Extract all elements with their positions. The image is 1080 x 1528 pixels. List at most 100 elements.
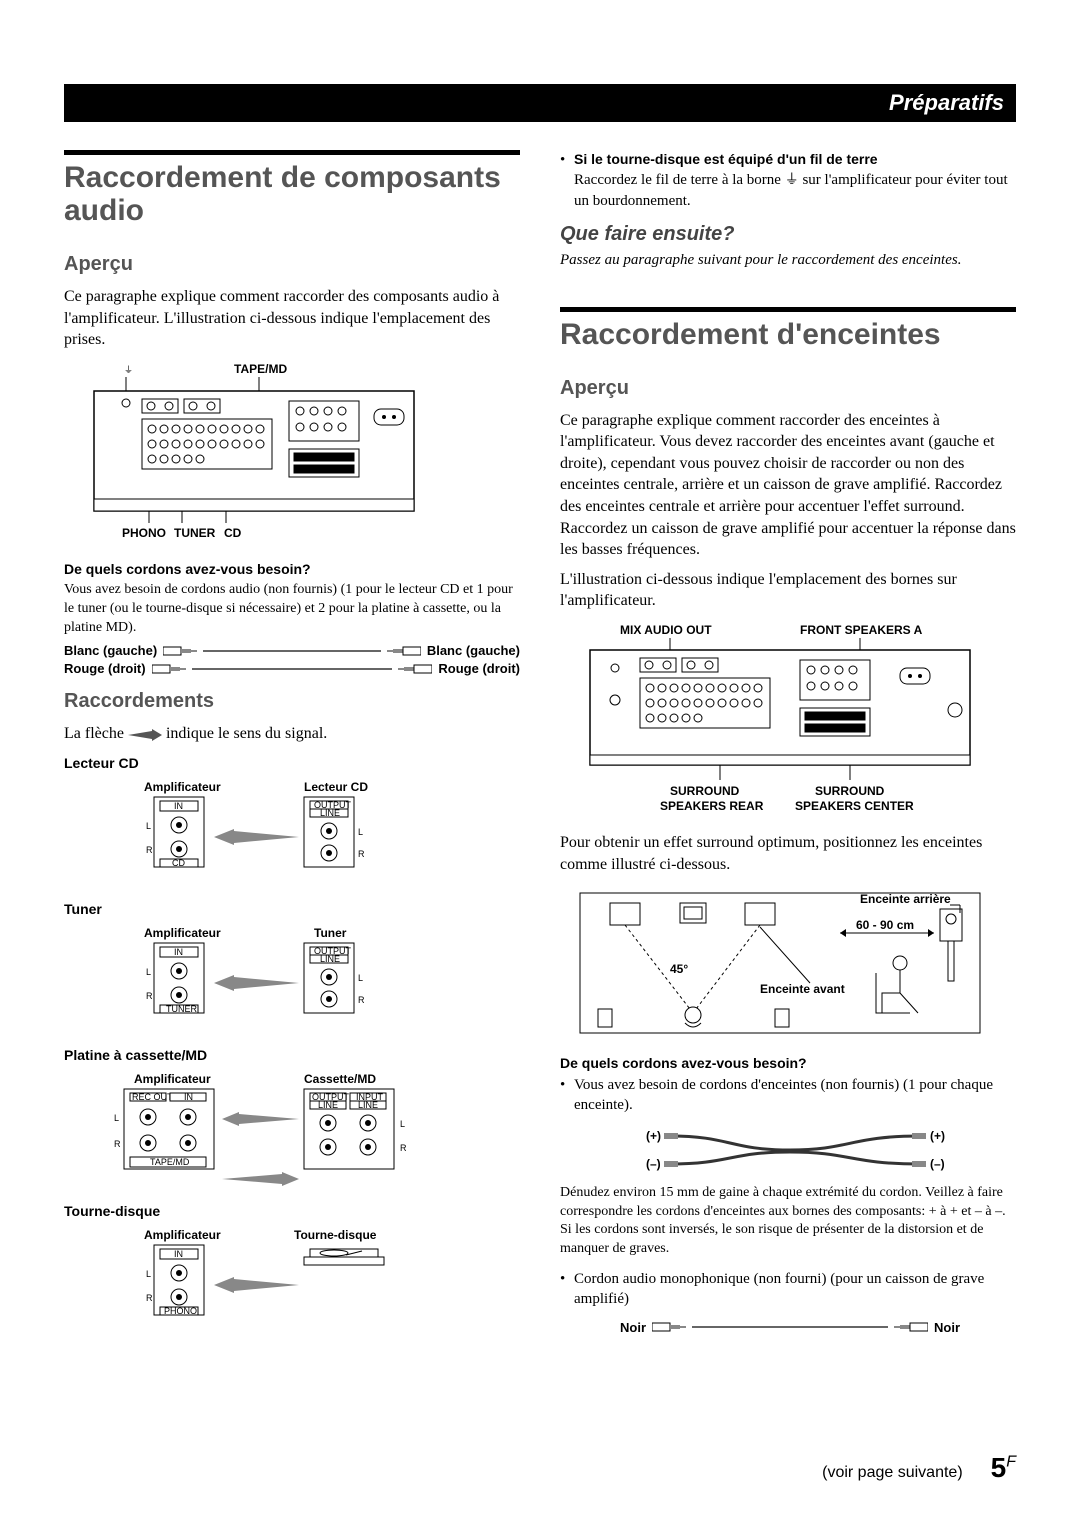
- mono-cable-bullet: Cordon audio monophonique (non fourni) (…: [560, 1269, 1016, 1310]
- svg-text:LINE: LINE: [358, 1100, 378, 1110]
- rca-plug-icon: [652, 1320, 686, 1334]
- svg-text:SPEAKERS CENTER: SPEAKERS CENTER: [795, 799, 914, 813]
- label-phono: PHONO: [122, 526, 166, 540]
- tuner-heading: Tuner: [64, 901, 520, 917]
- sp-cords-heading: De quels cordons avez-vous besoin?: [560, 1055, 1016, 1071]
- cable-white-left: Blanc (gauche): [64, 643, 157, 658]
- cable-white-right: Blanc (gauche): [427, 643, 520, 658]
- placement-text: Pour obtenir un effet surround optimum, …: [560, 832, 1016, 875]
- rca-plug-icon: [894, 1320, 928, 1334]
- svg-text:R: R: [114, 1139, 121, 1149]
- svg-text:R: R: [146, 1293, 153, 1303]
- svg-text:SURROUND: SURROUND: [815, 784, 885, 798]
- svg-text:LINE: LINE: [318, 1100, 338, 1110]
- section-header-text: Préparatifs: [889, 90, 1004, 116]
- cd-connection-diagram: Amplificateur Lecteur CD IN L R CD OUTPU…: [114, 779, 414, 889]
- svg-text:MIX AUDIO OUT: MIX AUDIO OUT: [620, 623, 712, 637]
- next-heading: Que faire ensuite?: [560, 223, 1016, 246]
- page-footer: (voir page suivante) 5F: [822, 1452, 1016, 1484]
- cd-heading: Lecteur CD: [64, 755, 520, 771]
- svg-text:L: L: [358, 827, 363, 837]
- continue-text: (voir page suivante): [822, 1464, 963, 1482]
- svg-text:Lecteur CD: Lecteur CD: [304, 780, 368, 794]
- section-header: Préparatifs: [64, 84, 1016, 122]
- svg-text:45°: 45°: [670, 962, 688, 976]
- svg-text:L: L: [146, 821, 151, 831]
- speaker-placement-diagram: Enceinte arrière 45° Enceinte avant: [560, 883, 1000, 1043]
- left-title: Raccordement de composants audio: [64, 161, 520, 227]
- svg-text:Amplificateur: Amplificateur: [144, 926, 221, 940]
- svg-text:IN: IN: [184, 1092, 193, 1102]
- connections-heading: Raccordements: [64, 690, 520, 713]
- stereo-cable-diagram: Blanc (gauche) Blanc (gauche) Rouge (dro…: [64, 643, 520, 676]
- svg-text:L: L: [358, 973, 363, 983]
- svg-text:CD: CD: [172, 858, 185, 868]
- speakers-title: Raccordement d'enceintes: [560, 318, 1016, 351]
- svg-text:Amplificateur: Amplificateur: [134, 1072, 211, 1086]
- svg-text:⏚: ⏚: [124, 365, 133, 375]
- next-text: Passez au paragraphe suivant pour le rac…: [560, 250, 1016, 270]
- rca-plug-icon: [163, 644, 197, 658]
- svg-text:(+): (+): [930, 1129, 945, 1143]
- mono-black-right: Noir: [934, 1320, 960, 1335]
- svg-text:(–): (–): [646, 1157, 661, 1171]
- ground-icon: ⏚: [785, 173, 799, 188]
- svg-text:L: L: [400, 1119, 405, 1129]
- ground-bullet: Si le tourne-disque est équipé d'un fil …: [560, 150, 1016, 211]
- svg-text:SURROUND: SURROUND: [670, 784, 740, 798]
- svg-text:60 - 90 cm: 60 - 90 cm: [856, 918, 914, 932]
- tuner-connection-diagram: Amplificateur Tuner IN L R TUNER OUTPUT …: [114, 925, 414, 1035]
- svg-text:L: L: [146, 967, 151, 977]
- cable-red-left: Rouge (droit): [64, 661, 146, 676]
- svg-text:IN: IN: [174, 1249, 183, 1259]
- label-cd: CD: [224, 526, 242, 540]
- amp-rear-diagram: ⏚ TAPE/MD: [64, 359, 444, 549]
- svg-text:LINE: LINE: [320, 954, 340, 964]
- svg-text:(–): (–): [930, 1157, 945, 1171]
- overview-heading: Aperçu: [64, 253, 520, 276]
- svg-text:PHONO: PHONO: [164, 1306, 197, 1316]
- svg-text:IN: IN: [174, 801, 183, 811]
- svg-text:REC OUT: REC OUT: [132, 1092, 173, 1102]
- svg-text:(+): (+): [646, 1129, 661, 1143]
- svg-text:Tuner: Tuner: [314, 926, 347, 940]
- label-tape: TAPE/MD: [234, 362, 287, 376]
- svg-text:Enceinte avant: Enceinte avant: [760, 982, 845, 996]
- svg-text:TUNER: TUNER: [166, 1004, 197, 1014]
- label-tuner: TUNER: [174, 526, 216, 540]
- turntable-connection-diagram: Amplificateur Tourne-disque IN L R PHONO: [114, 1227, 414, 1337]
- strip-text: Dénudez environ 15 mm de gaine à chaque …: [560, 1184, 1016, 1260]
- overview-text: Ce paragraphe explique comment raccorder…: [64, 286, 520, 351]
- rca-plug-icon: [152, 662, 186, 676]
- svg-text:L: L: [114, 1113, 119, 1123]
- svg-text:TAPE/MD: TAPE/MD: [150, 1157, 190, 1167]
- svg-text:R: R: [400, 1143, 407, 1153]
- amp-speaker-terminals-diagram: MIX AUDIO OUT FRONT SPEAKERS A: [560, 620, 1000, 820]
- svg-text:Tourne-disque: Tourne-disque: [294, 1228, 377, 1242]
- ground-bullet-head: Si le tourne-disque est équipé d'un fil …: [574, 151, 878, 167]
- svg-text:Amplificateur: Amplificateur: [144, 780, 221, 794]
- mono-black-left: Noir: [620, 1320, 646, 1335]
- svg-text:Cassette/MD: Cassette/MD: [304, 1072, 376, 1086]
- tape-connection-diagram: Amplificateur Cassette/MD REC OUT IN LR …: [104, 1071, 424, 1191]
- svg-text:L: L: [146, 1269, 151, 1279]
- section-rule: [64, 150, 520, 155]
- svg-text:Enceinte arrière: Enceinte arrière: [860, 892, 951, 906]
- rca-plug-icon: [398, 662, 432, 676]
- svg-text:Amplificateur: Amplificateur: [144, 1228, 221, 1242]
- signal-arrow-icon: [128, 729, 162, 741]
- speaker-wire-diagram: (+) (+) (–) (–): [590, 1126, 990, 1172]
- tape-heading: Platine à cassette/MD: [64, 1047, 520, 1063]
- turntable-heading: Tourne-disque: [64, 1203, 520, 1219]
- page-number: 5F: [991, 1452, 1016, 1484]
- cords-heading: De quels cordons avez-vous besoin?: [64, 561, 520, 577]
- left-column: Raccordement de composants audio Aperçu …: [64, 150, 520, 1349]
- svg-text:IN: IN: [174, 947, 183, 957]
- section-rule: [560, 307, 1016, 312]
- cords-text: Vous avez besoin de cordons audio (non f…: [64, 581, 520, 638]
- sp-overview-text-1: Ce paragraphe explique comment raccorder…: [560, 410, 1016, 561]
- svg-text:FRONT SPEAKERS A: FRONT SPEAKERS A: [800, 623, 923, 637]
- sp-overview-heading: Aperçu: [560, 377, 1016, 400]
- sp-cords-bullet: Vous avez besoin de cordons d'enceintes …: [560, 1075, 1016, 1116]
- svg-text:R: R: [358, 849, 365, 859]
